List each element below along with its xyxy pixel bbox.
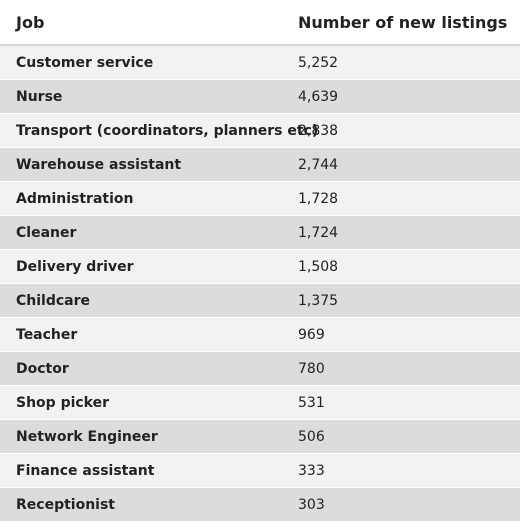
cell-listings: 333 <box>298 462 325 479</box>
table-row: Receptionist 303 <box>0 488 520 522</box>
table-row: Customer service 5,252 <box>0 46 520 80</box>
cell-listings: 1,508 <box>298 258 339 275</box>
cell-job: Customer service <box>16 54 154 71</box>
table-row: Teacher 969 <box>0 318 520 352</box>
cell-listings: 2,838 <box>298 122 339 139</box>
cell-listings: 303 <box>298 496 325 513</box>
cell-listings: 506 <box>298 428 325 445</box>
cell-job: Shop picker <box>16 394 110 411</box>
column-header-listings: Number of new listings <box>298 12 508 32</box>
table-row: Cleaner 1,724 <box>0 216 520 250</box>
cell-listings: 1,375 <box>298 292 339 309</box>
table-row: Transport (coordinators, planners etc) 2,… <box>0 114 520 148</box>
cell-job: Warehouse assistant <box>16 156 182 173</box>
cell-job: Cleaner <box>16 224 77 241</box>
table-row: Network Engineer 506 <box>0 420 520 454</box>
table-row: Doctor 780 <box>0 352 520 386</box>
table-body: Customer service 5,252 Nurse 4,639 Transport… <box>0 46 520 522</box>
cell-job: Childcare <box>16 292 91 309</box>
cell-listings: 2,744 <box>298 156 339 173</box>
column-header-job: Job <box>16 12 45 32</box>
cell-job: Delivery driver <box>16 258 134 275</box>
cell-job: Network Engineer <box>16 428 158 445</box>
table-row: Finance assistant 333 <box>0 454 520 488</box>
table-header-row: Job Number of new listings <box>0 0 520 46</box>
cell-job: Administration <box>16 190 134 207</box>
cell-job: Teacher <box>16 326 78 343</box>
cell-listings: 969 <box>298 326 325 343</box>
cell-listings: 780 <box>298 360 325 377</box>
cell-listings: 531 <box>298 394 325 411</box>
cell-listings: 4,639 <box>298 88 339 105</box>
cell-job: Nurse <box>16 88 63 105</box>
cell-job: Receptionist <box>16 496 115 513</box>
table-row: Childcare 1,375 <box>0 284 520 318</box>
cell-job: Transport (coordinators, planners etc) <box>16 122 319 139</box>
table-row: Warehouse assistant 2,744 <box>0 148 520 182</box>
cell-job: Doctor <box>16 360 69 377</box>
cell-job: Finance assistant <box>16 462 155 479</box>
table-row: Nurse 4,639 <box>0 80 520 114</box>
cell-listings: 1,728 <box>298 190 339 207</box>
table-row: Delivery driver 1,508 <box>0 250 520 284</box>
cell-listings: 1,724 <box>298 224 339 241</box>
table-row: Administration 1,728 <box>0 182 520 216</box>
table-row: Shop picker 531 <box>0 386 520 420</box>
cell-listings: 5,252 <box>298 54 339 71</box>
